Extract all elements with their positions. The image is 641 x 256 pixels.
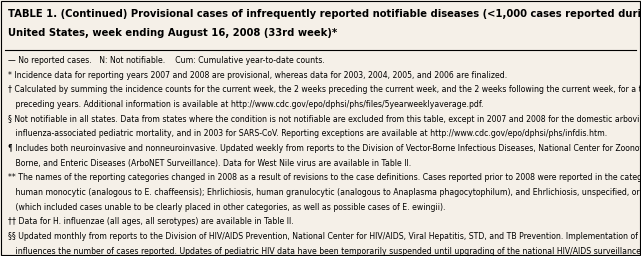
Text: Borne, and Enteric Diseases (ArboNET Surveillance). Data for West Nile virus are: Borne, and Enteric Diseases (ArboNET Sur… (8, 159, 411, 168)
Text: * Incidence data for reporting years 2007 and 2008 are provisional, whereas data: * Incidence data for reporting years 200… (8, 70, 507, 80)
Text: ¶ Includes both neuroinvasive and nonneuroinvasive. Updated weekly from reports : ¶ Includes both neuroinvasive and nonneu… (8, 144, 641, 153)
Text: influenza-associated pediatric mortality, and in 2003 for SARS-CoV. Reporting ex: influenza-associated pediatric mortality… (8, 129, 607, 138)
Text: influences the number of cases reported. Updates of pediatric HIV data have been: influences the number of cases reported.… (8, 247, 641, 256)
Text: §§ Updated monthly from reports to the Division of HIV/AIDS Prevention, National: §§ Updated monthly from reports to the D… (8, 232, 641, 241)
Text: — No reported cases.   N: Not notifiable.    Cum: Cumulative year-to-date counts: — No reported cases. N: Not notifiable. … (8, 56, 324, 65)
Text: human monocytic (analogous to E. chaffeensis); Ehrlichiosis, human granulocytic : human monocytic (analogous to E. chaffee… (8, 188, 641, 197)
Text: United States, week ending August 16, 2008 (33rd week)*: United States, week ending August 16, 20… (8, 28, 337, 38)
Text: TABLE 1. (Continued) Provisional cases of infrequently reported notifiable disea: TABLE 1. (Continued) Provisional cases o… (8, 9, 641, 19)
Text: † Calculated by summing the incidence counts for the current week, the 2 weeks p: † Calculated by summing the incidence co… (8, 85, 641, 94)
Text: (which included cases unable to be clearly placed in other categories, as well a: (which included cases unable to be clear… (8, 203, 445, 212)
Text: preceding years. Additional information is available at http://www.cdc.gov/epo/d: preceding years. Additional information … (8, 100, 483, 109)
Text: ** The names of the reporting categories changed in 2008 as a result of revision: ** The names of the reporting categories… (8, 173, 641, 182)
Text: § Not notifiable in all states. Data from states where the condition is not noti: § Not notifiable in all states. Data fro… (8, 115, 641, 124)
Text: †† Data for H. influenzae (all ages, all serotypes) are available in Table II.: †† Data for H. influenzae (all ages, all… (8, 217, 294, 226)
